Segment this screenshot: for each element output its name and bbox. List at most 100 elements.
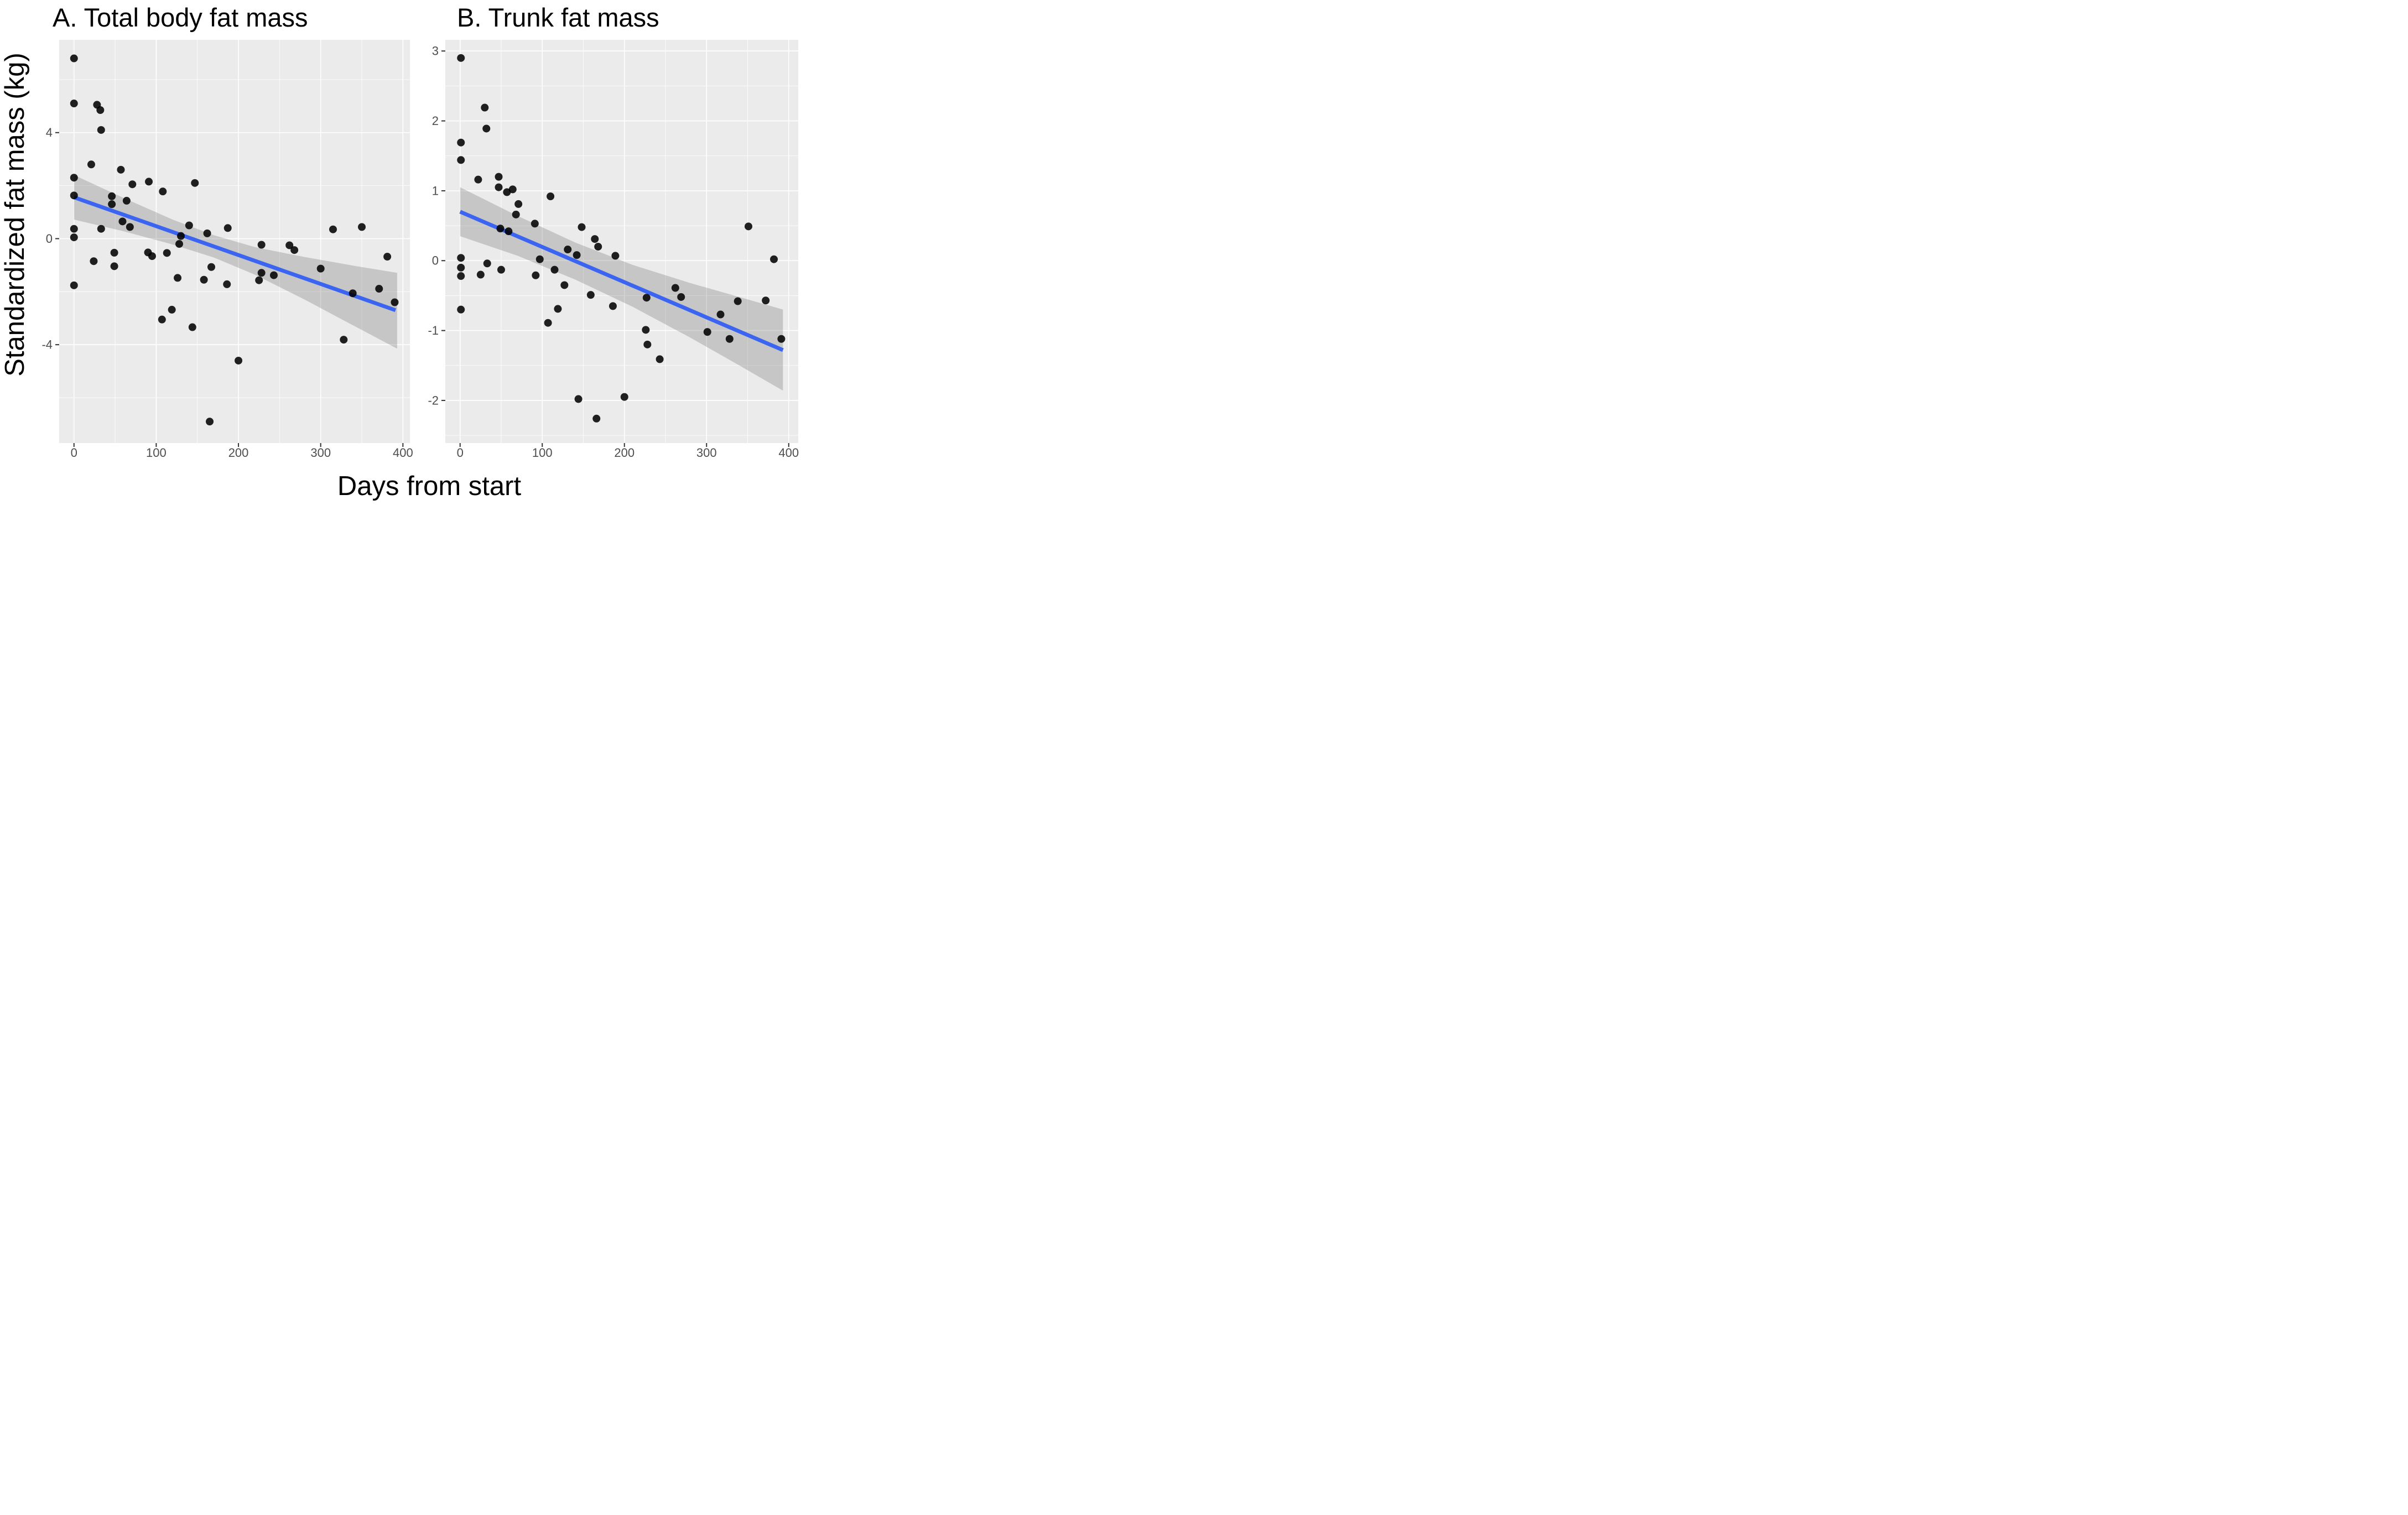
data-point: [457, 263, 465, 272]
data-point: [474, 175, 482, 184]
x-tick-label: 0: [457, 446, 464, 460]
data-point: [544, 319, 552, 327]
data-point: [70, 100, 78, 108]
panel-b-title: B. Trunk fat mass: [457, 3, 659, 32]
x-tick-label: 300: [310, 446, 331, 460]
y-tick-label: 2: [432, 114, 439, 128]
data-point: [97, 126, 105, 134]
data-point: [777, 335, 786, 343]
data-point: [70, 174, 78, 182]
data-point: [391, 298, 399, 306]
data-point: [340, 336, 348, 344]
data-point: [671, 284, 679, 292]
data-point: [257, 241, 266, 249]
data-point: [177, 232, 185, 240]
data-point: [703, 328, 711, 336]
regression-line: [73, 195, 397, 313]
data-point: [497, 265, 505, 274]
y-tick-label: -4: [41, 338, 53, 352]
data-point: [573, 251, 581, 259]
data-point: [591, 235, 599, 243]
data-point: [358, 223, 366, 231]
data-point: [495, 183, 503, 191]
data-point: [592, 414, 601, 423]
y-tick-label: 0: [432, 254, 439, 268]
data-point: [70, 281, 78, 289]
x-tick-label: 200: [614, 446, 634, 460]
data-point: [175, 240, 184, 248]
data-point: [96, 106, 105, 114]
data-point: [203, 229, 211, 237]
data-point: [514, 200, 523, 208]
data-point: [457, 305, 465, 314]
data-point: [762, 296, 770, 305]
x-tick-label: 100: [146, 446, 167, 460]
data-point: [206, 418, 214, 426]
data-point: [223, 280, 231, 288]
data-point: [716, 310, 725, 319]
data-point: [269, 271, 278, 279]
data-point: [329, 225, 337, 233]
y-tick-label: -2: [428, 393, 439, 407]
panel-background: [59, 40, 410, 443]
data-point: [476, 270, 485, 279]
data-point: [574, 395, 583, 403]
data-point: [554, 305, 562, 313]
y-tick-label: 1: [432, 184, 439, 197]
data-point: [642, 294, 651, 302]
data-point: [159, 188, 167, 196]
data-point: [725, 335, 734, 343]
data-point: [191, 179, 199, 187]
data-point: [235, 356, 243, 365]
data-point: [87, 160, 95, 169]
data-point: [110, 262, 118, 270]
data-point: [457, 54, 465, 62]
data-point: [375, 285, 383, 293]
data-point: [90, 257, 98, 265]
data-point: [620, 393, 628, 401]
data-point: [223, 224, 232, 232]
y-axis-label: Standardized fat mass (kg): [0, 53, 30, 377]
data-point: [483, 259, 491, 268]
data-point: [126, 223, 134, 231]
data-point: [185, 221, 193, 230]
panel-background: [445, 40, 798, 443]
data-point: [564, 246, 572, 254]
data-point: [745, 222, 753, 231]
y-tick-label: 0: [46, 232, 53, 246]
data-point: [586, 291, 595, 299]
data-point: [508, 185, 517, 194]
data-point: [532, 271, 540, 279]
y-tick-label: 4: [46, 126, 53, 139]
data-point: [594, 242, 602, 251]
data-point: [656, 355, 664, 363]
data-point: [70, 225, 78, 233]
data-point: [70, 191, 78, 200]
data-point: [255, 276, 263, 284]
data-point: [145, 178, 153, 186]
x-tick-label: 400: [778, 446, 799, 460]
data-point: [117, 165, 125, 174]
data-point: [560, 281, 569, 289]
data-point: [290, 246, 299, 254]
data-point: [482, 124, 491, 133]
data-point: [118, 217, 127, 226]
confidence-band: [460, 187, 783, 391]
data-point: [108, 192, 116, 200]
data-point: [200, 275, 208, 284]
data-point: [643, 340, 652, 348]
data-point: [285, 241, 294, 249]
data-point: [174, 274, 182, 282]
data-point: [207, 263, 216, 271]
x-tick-label: 200: [228, 446, 249, 460]
data-point: [70, 233, 78, 242]
data-point: [734, 297, 742, 305]
data-point: [535, 255, 544, 263]
confidence-band: [74, 175, 397, 349]
data-point: [188, 323, 196, 331]
data-point: [503, 188, 511, 196]
data-point: [122, 196, 131, 205]
data-point: [148, 252, 156, 261]
data-point: [110, 248, 118, 257]
data-point: [495, 173, 503, 181]
